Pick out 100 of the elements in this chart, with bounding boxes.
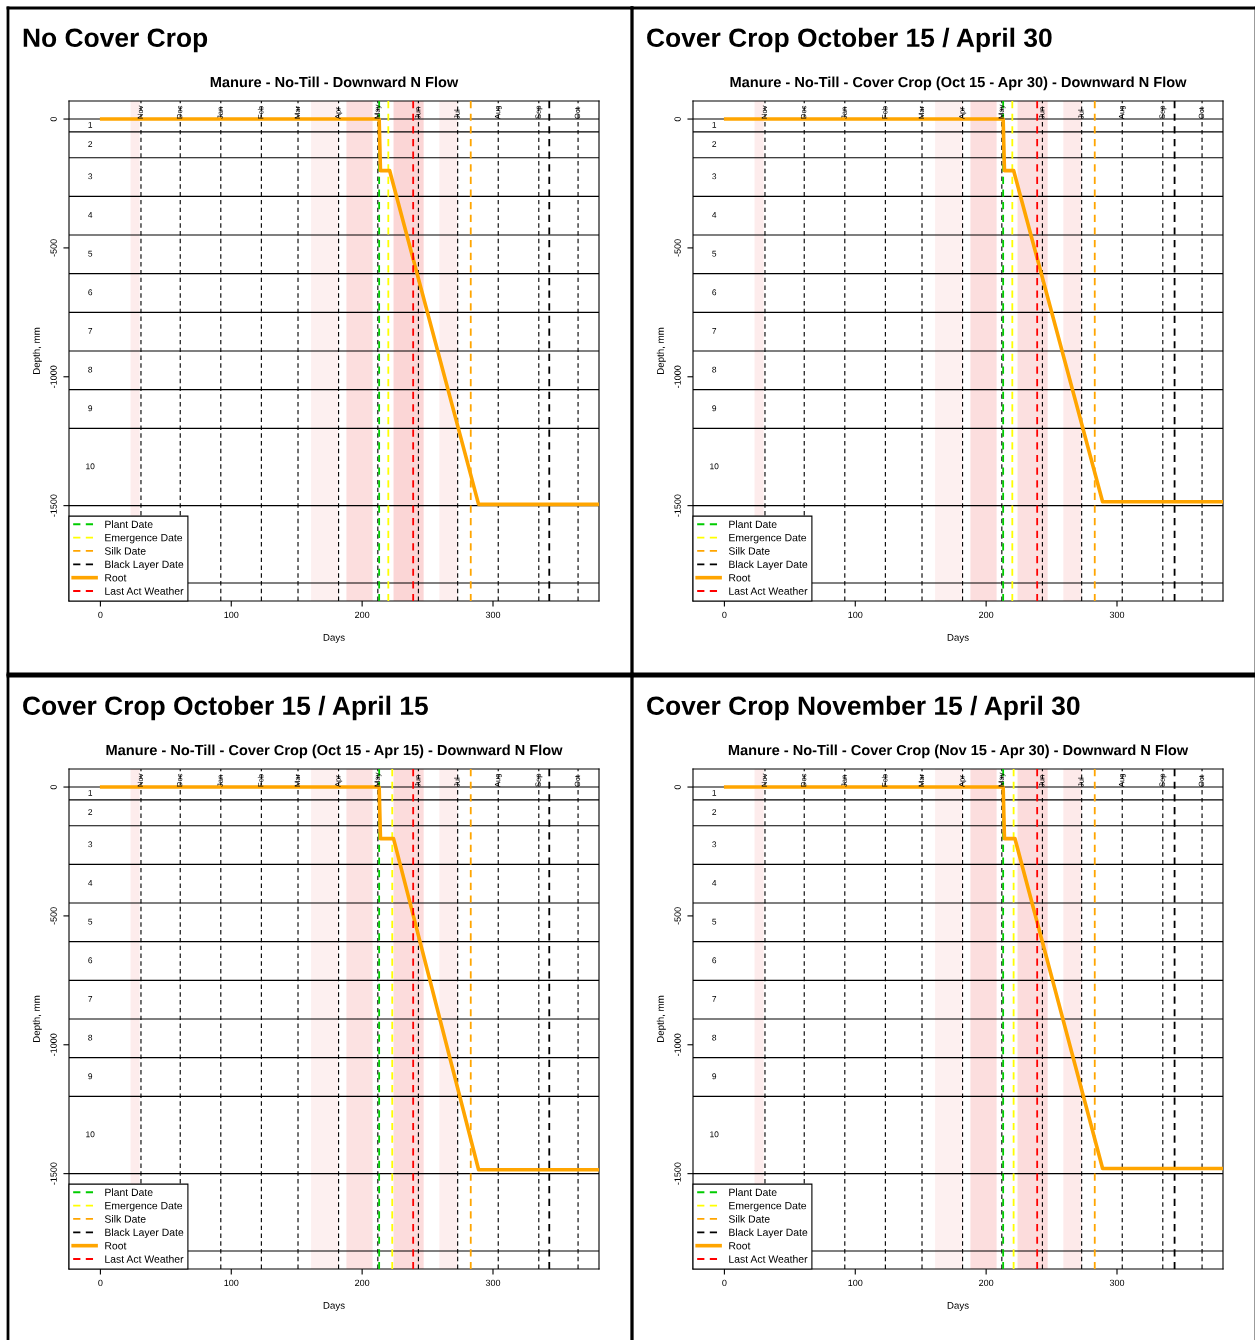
annotation: 1 bbox=[88, 789, 93, 796]
y-tick-label: -1000 bbox=[50, 1033, 57, 1056]
annotation: 6 bbox=[712, 289, 717, 296]
y-tick-label: -1000 bbox=[50, 365, 57, 388]
x-tick-label: 300 bbox=[485, 611, 501, 619]
y-tick-label: 0 bbox=[50, 784, 57, 790]
annotation: 8 bbox=[712, 1034, 717, 1041]
legend-label: Plant Date bbox=[729, 520, 777, 528]
x-tick-label: 0 bbox=[98, 1279, 103, 1287]
annotation: 1 bbox=[712, 121, 717, 128]
chart-title: Cover Crop October 15 / April 15 bbox=[23, 695, 428, 721]
x-tick-label: 200 bbox=[979, 1279, 994, 1287]
legend-label: Root bbox=[105, 574, 127, 582]
chart-subtitle: Manure - No-Till - Cover Crop (Oct 15 - Apr 15) - Downward N Flow bbox=[106, 744, 563, 759]
x-tick-label: 0 bbox=[98, 611, 103, 619]
x-tick-label: 200 bbox=[355, 611, 370, 619]
annotation: 5 bbox=[712, 918, 717, 925]
chart-title: Cover Crop October 15 / April 30 bbox=[647, 27, 1052, 53]
annotation: 8 bbox=[88, 366, 93, 373]
annotation: 3 bbox=[88, 841, 93, 848]
y-tick-label: -1500 bbox=[50, 494, 57, 517]
x-tick-label: 0 bbox=[722, 611, 727, 619]
x-tick-label: 200 bbox=[979, 611, 994, 619]
legend-label: Emergence Date bbox=[105, 534, 183, 544]
annotation: 5 bbox=[712, 250, 717, 257]
annotation: 9 bbox=[712, 1073, 717, 1080]
legend-label: Last Act Weather bbox=[105, 1255, 184, 1263]
y-axis-title: Depth, mm bbox=[656, 327, 666, 374]
legend-label: Root bbox=[729, 574, 751, 582]
y-tick-label: 0 bbox=[674, 784, 681, 790]
annotation: 4 bbox=[712, 212, 717, 218]
x-tick-label: 300 bbox=[1109, 1279, 1125, 1287]
annotation: 1 bbox=[712, 789, 717, 796]
legend-label: Black Layer Date bbox=[729, 560, 808, 571]
legend-label: Emergence Date bbox=[729, 534, 807, 544]
x-tick-label: 100 bbox=[224, 1279, 239, 1287]
annotation: 2 bbox=[88, 141, 93, 147]
chart-title: Cover Crop November 15 / April 30 bbox=[647, 695, 1080, 721]
annotation: 7 bbox=[88, 328, 93, 334]
annotation: 6 bbox=[88, 957, 93, 964]
annotation: 3 bbox=[712, 841, 717, 848]
x-axis-title: Days bbox=[323, 634, 345, 643]
annotation: 4 bbox=[712, 880, 717, 886]
annotation: 2 bbox=[88, 809, 93, 815]
annotation: 4 bbox=[88, 212, 93, 218]
y-tick-label: -1500 bbox=[674, 494, 681, 517]
legend-label: Emergence Date bbox=[729, 1202, 807, 1212]
legend-label: Plant Date bbox=[729, 1188, 777, 1196]
legend-label: Silk Date bbox=[104, 1215, 146, 1223]
x-axis-title: Days bbox=[947, 1302, 969, 1311]
x-tick-label: 100 bbox=[224, 611, 239, 619]
legend-label: Root bbox=[729, 1242, 751, 1250]
y-tick-label: 0 bbox=[674, 116, 681, 122]
annotation: 2 bbox=[712, 809, 717, 815]
legend-label: Black Layer Date bbox=[105, 560, 184, 571]
x-tick-label: 200 bbox=[355, 1279, 370, 1287]
legend-label: Black Layer Date bbox=[105, 1228, 184, 1239]
x-tick-label: 0 bbox=[722, 1279, 727, 1287]
annotation: 7 bbox=[88, 996, 93, 1002]
annotation: 10 bbox=[710, 1131, 719, 1138]
annotation: 7 bbox=[712, 328, 717, 334]
annotation: 8 bbox=[712, 366, 717, 373]
annotation: 9 bbox=[88, 1073, 93, 1080]
annotation: 8 bbox=[88, 1034, 93, 1041]
annotation: 3 bbox=[712, 173, 717, 180]
y-tick-label: -1500 bbox=[50, 1162, 57, 1185]
annotation: 7 bbox=[712, 996, 717, 1002]
legend-label: Last Act Weather bbox=[729, 587, 808, 595]
legend-label: Black Layer Date bbox=[729, 1228, 808, 1239]
annotation: 4 bbox=[88, 880, 93, 886]
legend-label: Silk Date bbox=[728, 547, 770, 555]
y-tick-label: -500 bbox=[674, 907, 681, 925]
x-tick-label: 100 bbox=[848, 611, 863, 619]
annotation: 10 bbox=[86, 1131, 95, 1138]
y-tick-label: -1500 bbox=[674, 1162, 681, 1185]
chart-subtitle: Manure - No-Till - Cover Crop (Nov 15 - Apr 30) - Downward N Flow bbox=[728, 744, 1189, 759]
annotation: 10 bbox=[86, 463, 95, 470]
y-tick-label: 0 bbox=[50, 116, 57, 122]
y-tick-label: -1000 bbox=[674, 1033, 681, 1056]
legend-label: Silk Date bbox=[728, 1215, 770, 1223]
x-tick-label: 100 bbox=[848, 1279, 863, 1287]
y-axis-title: Depth, mm bbox=[656, 995, 666, 1042]
y-tick-label: -500 bbox=[50, 907, 57, 925]
y-tick-label: -1000 bbox=[674, 365, 681, 388]
x-tick-label: 300 bbox=[485, 1279, 501, 1287]
y-tick-label: -500 bbox=[50, 239, 57, 257]
legend-label: Emergence Date bbox=[105, 1202, 183, 1212]
y-tick-label: -500 bbox=[674, 239, 681, 257]
chart-subtitle: Manure - No-Till - Downward N Flow bbox=[210, 76, 459, 88]
legend-label: Last Act Weather bbox=[729, 1255, 808, 1263]
legend-label: Last Act Weather bbox=[105, 587, 184, 595]
annotation: 5 bbox=[88, 250, 93, 257]
annotation: 3 bbox=[88, 173, 93, 180]
annotation: 9 bbox=[88, 405, 93, 412]
legend-label: Silk Date bbox=[104, 547, 146, 555]
annotation: 2 bbox=[712, 141, 717, 147]
y-axis-title: Depth, mm bbox=[32, 327, 42, 374]
x-axis-title: Days bbox=[323, 1302, 345, 1311]
chart-title: No Cover Crop bbox=[23, 28, 208, 53]
annotation: 5 bbox=[88, 918, 93, 925]
